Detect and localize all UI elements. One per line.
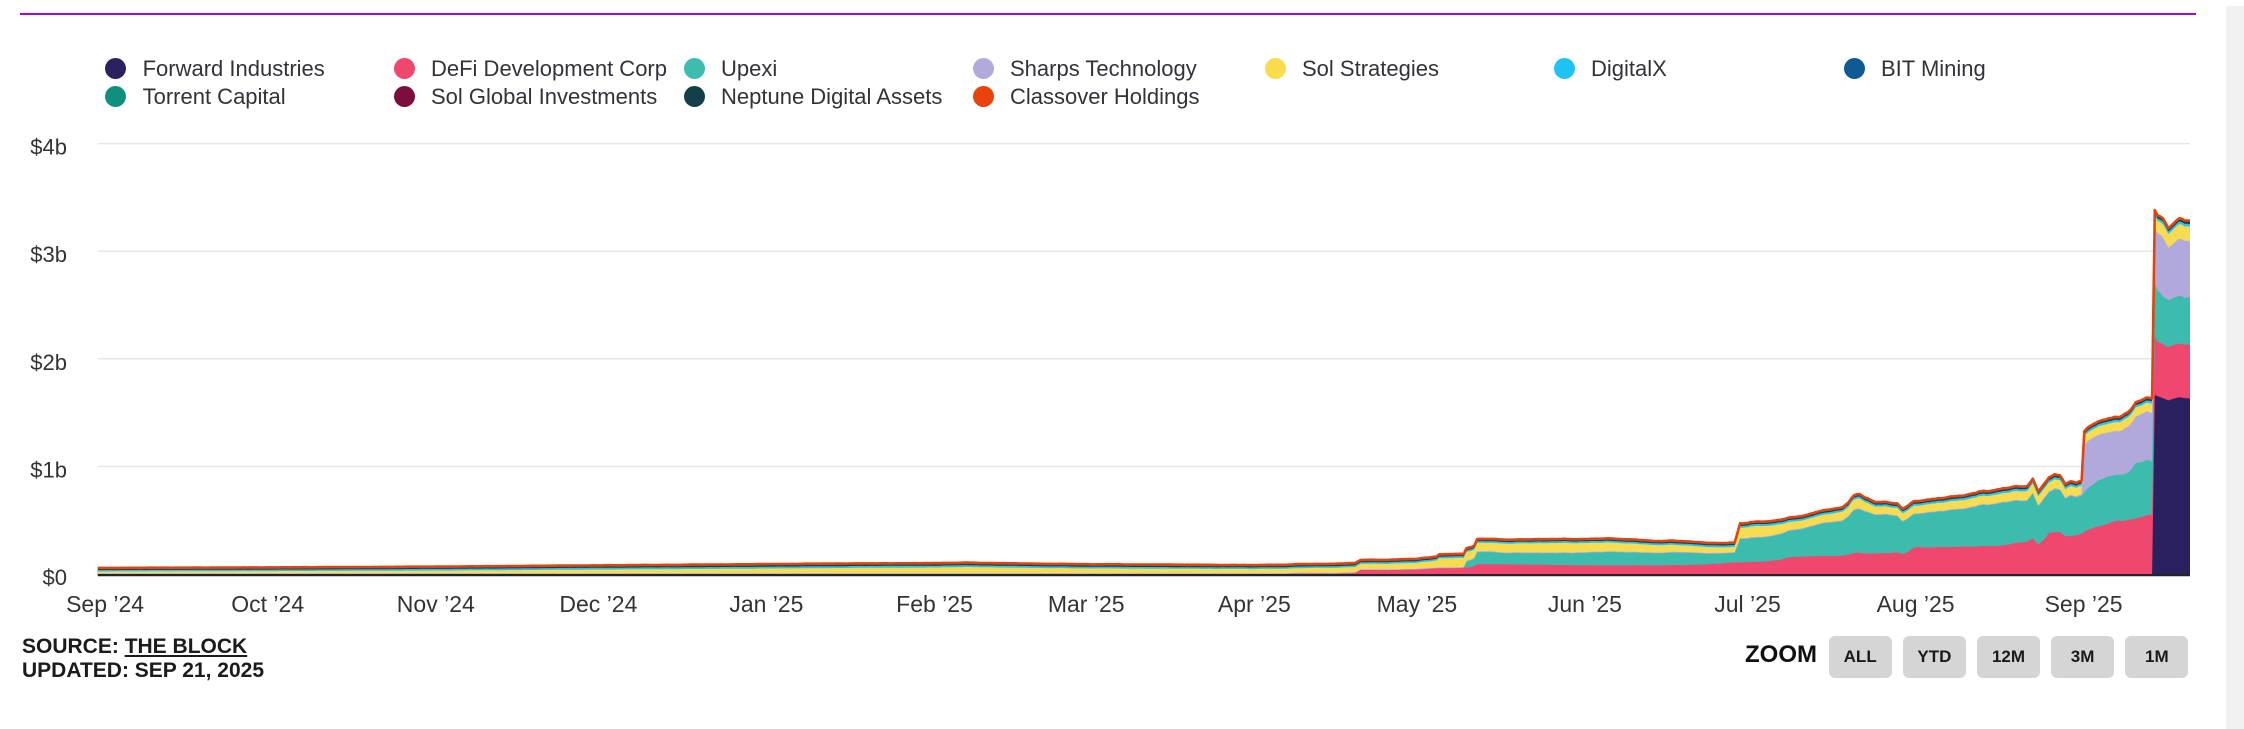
svg-text:$1b: $1b xyxy=(30,457,67,482)
svg-text:Jun ’25: Jun ’25 xyxy=(1548,591,1622,617)
svg-text:Oct ’24: Oct ’24 xyxy=(231,591,304,617)
svg-text:Sep ’24: Sep ’24 xyxy=(66,591,144,617)
svg-text:Jan ’25: Jan ’25 xyxy=(729,591,803,617)
svg-text:Jul ’25: Jul ’25 xyxy=(1714,591,1780,617)
svg-text:$0: $0 xyxy=(43,565,67,590)
svg-text:Dec ’24: Dec ’24 xyxy=(559,591,637,617)
svg-text:Feb ’25: Feb ’25 xyxy=(896,591,973,617)
svg-text:May ’25: May ’25 xyxy=(1377,591,1458,617)
svg-text:$2b: $2b xyxy=(30,350,67,375)
svg-text:$3b: $3b xyxy=(30,242,67,267)
svg-text:Apr ’25: Apr ’25 xyxy=(1218,591,1291,617)
svg-text:Sep ’25: Sep ’25 xyxy=(2045,591,2123,617)
svg-text:$4b: $4b xyxy=(30,135,67,160)
svg-text:Aug ’25: Aug ’25 xyxy=(1877,591,1955,617)
svg-text:Mar ’25: Mar ’25 xyxy=(1048,591,1125,617)
svg-text:Nov ’24: Nov ’24 xyxy=(397,591,475,617)
